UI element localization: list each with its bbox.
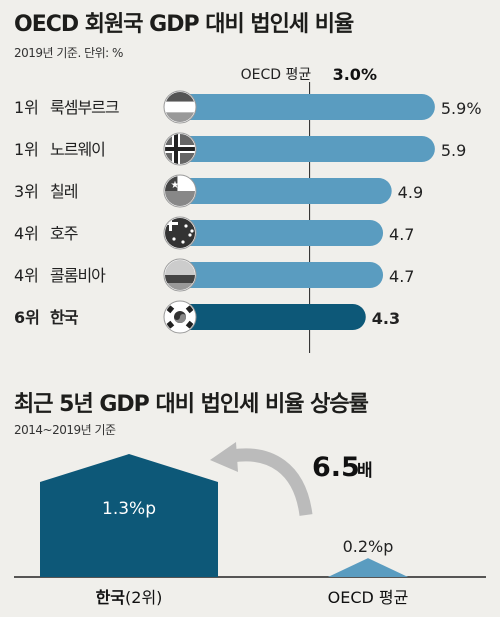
rank-label: 3위: [14, 182, 39, 201]
oecd-value-label: 0.2%p: [343, 537, 394, 556]
arrow-head: [210, 442, 238, 472]
korea-xlabel-note: (2위): [125, 588, 162, 607]
average-value: 3.0%: [333, 65, 377, 84]
value-label: 4.7: [389, 225, 414, 244]
country-label: 노르웨이: [50, 140, 105, 159]
korea-xlabel: 한국(2위): [96, 588, 163, 607]
arrow-shaft: [230, 448, 313, 517]
oecd-xlabel: OECD 평균: [328, 588, 409, 607]
value-label: 4.7: [389, 267, 414, 286]
svg-text:★: ★: [171, 180, 180, 191]
multiplier-value: 6.5: [312, 452, 360, 483]
flag-icon: [163, 216, 197, 250]
flag-icon: [163, 90, 197, 124]
value-label: 5.9%: [441, 99, 482, 118]
rank-label: 6위: [14, 308, 40, 327]
chart2-subtitle: 2014~2019년 기준: [14, 423, 116, 437]
value-label: 4.9: [398, 183, 423, 202]
bar: [166, 94, 435, 120]
flag-icon: ★: [163, 174, 197, 208]
bar: [166, 178, 392, 204]
rank-label: 4위: [14, 224, 39, 243]
rank-label: 1위: [14, 140, 39, 159]
flag-icon: [163, 258, 197, 292]
korea-value-label: 1.3%p: [102, 499, 156, 519]
chart1-subtitle: 2019년 기준. 단위: %: [14, 46, 123, 60]
flag-icon: [163, 132, 197, 166]
bar: [166, 304, 366, 330]
chart2-title: 최근 5년 GDP 대비 법인세 비율 상승률: [14, 392, 369, 417]
country-label: 한국: [50, 308, 79, 327]
country-label: 호주: [50, 224, 78, 243]
value-label: 5.9: [441, 141, 466, 160]
korea-area: [40, 454, 218, 577]
chart1-plot: OECD 평균 3.0%1위 룩셈부르크 5.9%1위 노르웨이 5.93위 칠레 4.9★4…: [14, 65, 482, 353]
country-label: 콜롬비아: [50, 266, 106, 285]
multiplier-unit: 배: [357, 461, 373, 481]
oecd-area: [328, 558, 408, 577]
korea-xlabel-main: 한국: [96, 588, 126, 607]
rank-label: 4위: [14, 266, 39, 285]
flag-icon: [163, 300, 197, 334]
country-label: 룩셈부르크: [50, 98, 119, 117]
country-label: 칠레: [50, 182, 78, 201]
value-label: 4.3: [372, 309, 400, 328]
bar: [166, 220, 384, 246]
bar: [166, 136, 435, 162]
chart1-title: OECD 회원국 GDP 대비 법인세 비율: [14, 12, 354, 37]
average-label: OECD 평균: [241, 67, 312, 83]
bar: [166, 262, 384, 288]
rank-label: 1위: [14, 98, 39, 117]
